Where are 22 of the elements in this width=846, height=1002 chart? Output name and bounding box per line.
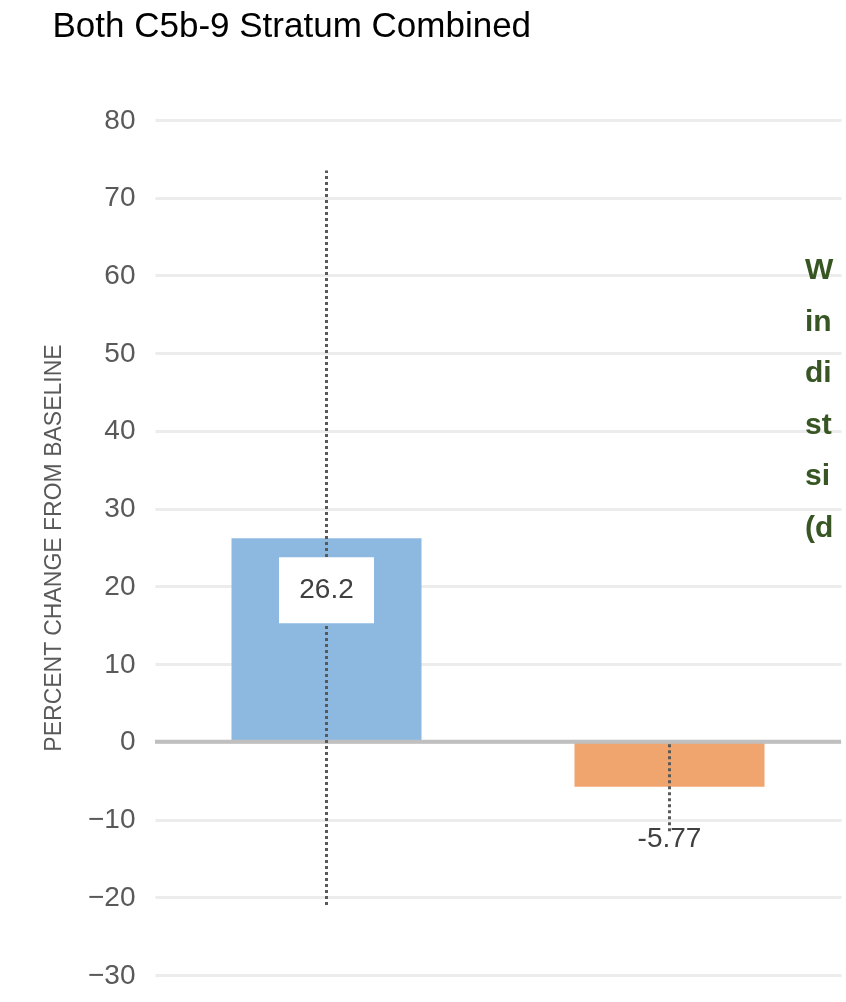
annotation: st: [805, 406, 832, 440]
annotation: W: [805, 252, 834, 285]
y-tick-label: −10: [88, 803, 136, 835]
y-tick-label: 70: [104, 181, 136, 213]
data-label: -5.77: [637, 821, 702, 853]
y-axis-title: PERCENT CHANGE FROM BASELINE: [40, 344, 66, 752]
annotation: in: [805, 303, 832, 337]
y-tick-label: −20: [88, 880, 136, 912]
annotation: di: [805, 355, 832, 388]
y-tick-label: 30: [104, 492, 136, 524]
data-label: 26.2: [299, 573, 354, 605]
y-tick-label: 40: [104, 414, 136, 446]
y-tick-label: 10: [104, 647, 136, 679]
y-tick-label: 20: [104, 569, 136, 601]
chart-title: Both C5b-9 Stratum Combined: [52, 5, 532, 44]
annotation: si: [805, 458, 831, 491]
y-tick-label: −30: [88, 958, 136, 990]
y-tick-label: 80: [104, 103, 136, 135]
annotation: (d: [805, 509, 834, 543]
y-tick-label: 50: [104, 336, 136, 368]
y-tick-label: 0: [119, 725, 136, 757]
y-tick-label: 60: [104, 258, 136, 290]
